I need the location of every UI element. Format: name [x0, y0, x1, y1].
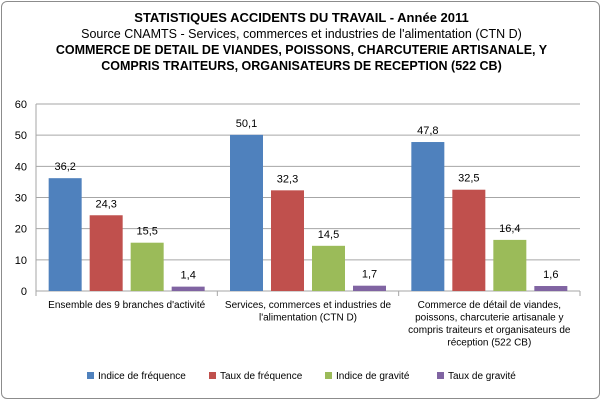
- data-label: 15,5: [136, 226, 157, 238]
- data-label: 32,5: [458, 173, 479, 185]
- category-label: compris traiteurs et organisateurs de: [408, 325, 571, 336]
- title-line-3: COMMERCE DE DETAIL DE VIANDES, POISSONS,…: [55, 43, 548, 57]
- category-label: Services, commerces et industries de: [225, 300, 392, 311]
- title-line-1: STATISTIQUES ACCIDENTS DU TRAVAIL - Anné…: [134, 10, 469, 25]
- bar: [452, 189, 486, 291]
- category-label: poissons, charcuterie artisanale y: [415, 313, 563, 324]
- data-label: 16,4: [499, 223, 520, 235]
- legend-swatch: [325, 372, 332, 379]
- data-label: 24,3: [95, 198, 116, 210]
- bar: [411, 142, 445, 291]
- bar: [493, 239, 527, 291]
- bar: [89, 215, 123, 291]
- y-tick-label: 10: [15, 255, 27, 267]
- data-label: 1,4: [181, 270, 196, 282]
- category-label: Ensemble des 9 branches d'activité: [48, 300, 205, 311]
- bar: [271, 190, 304, 291]
- bar: [534, 286, 568, 291]
- data-label: 50,1: [236, 118, 257, 130]
- category-label: l'alimentation (CTN D): [259, 313, 357, 324]
- data-label: 36,2: [54, 161, 75, 173]
- y-tick-label: 0: [21, 286, 27, 298]
- y-tick-label: 20: [15, 224, 27, 236]
- title-line-4: COMPRIS TRAITEURS, ORGANISATEURS DE RECE…: [101, 59, 502, 73]
- data-label: 1,6: [543, 269, 558, 281]
- legend-label: Taux de gravité: [448, 371, 516, 382]
- y-tick-label: 30: [15, 193, 27, 205]
- legend-label: Indice de gravité: [336, 371, 410, 382]
- bar: [171, 286, 205, 291]
- bar: [130, 242, 164, 291]
- data-label: 32,3: [277, 173, 298, 185]
- bar: [312, 245, 345, 291]
- category-label: Commerce de détail de viandes,: [418, 300, 561, 311]
- data-label: 1,7: [362, 269, 377, 281]
- legend-label: Indice de fréquence: [98, 371, 186, 382]
- category-label: réception (522 CB): [447, 338, 531, 349]
- bar: [230, 134, 263, 291]
- data-label: 47,8: [417, 125, 438, 137]
- y-tick-label: 50: [15, 130, 27, 142]
- y-tick-label: 60: [15, 99, 27, 111]
- data-label: 14,5: [318, 229, 339, 241]
- legend-swatch: [437, 372, 444, 379]
- y-tick-label: 40: [15, 161, 27, 173]
- legend-swatch: [87, 372, 94, 379]
- bar: [48, 178, 82, 291]
- legend-swatch: [209, 372, 216, 379]
- chart-title: STATISTIQUES ACCIDENTS DU TRAVAIL - Anné…: [0, 9, 603, 74]
- title-line-2: Source CNAMTS - Services, commerces et i…: [81, 27, 522, 41]
- legend-label: Taux de fréquence: [220, 371, 303, 382]
- bar: [353, 285, 386, 291]
